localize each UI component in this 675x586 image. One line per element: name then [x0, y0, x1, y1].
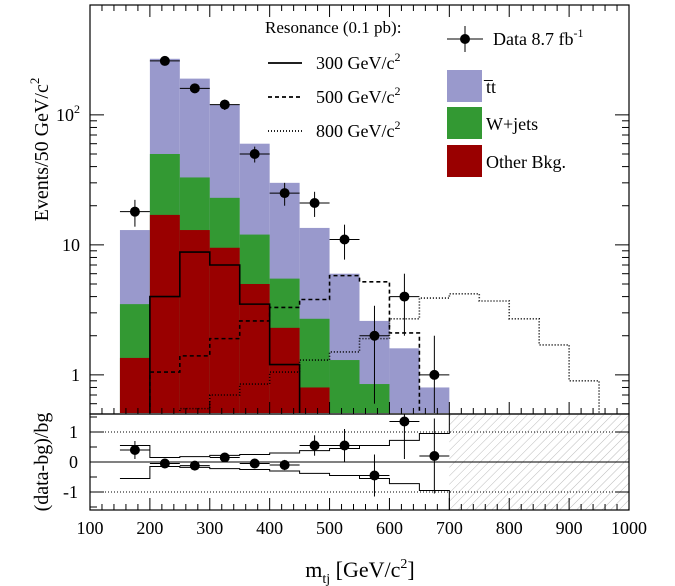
legend-data-name: Data 8.7 fb	[493, 29, 573, 49]
ratio-y-axis-label: (data-bg)/bg	[31, 413, 53, 512]
ratio-point	[309, 440, 320, 451]
legend-swatch	[447, 145, 482, 177]
histogram-bar	[209, 247, 240, 413]
histogram-bar	[239, 283, 270, 413]
y-tick-label: 1	[71, 365, 80, 385]
legend-swatch	[447, 107, 482, 139]
ratio-point	[429, 451, 440, 461]
x-tick-label: 500	[316, 518, 343, 538]
ratio-point	[129, 445, 140, 455]
ratio-y-tick-label: 1	[69, 422, 78, 442]
data-point	[249, 148, 260, 159]
uncertainty-band-edge	[119, 466, 480, 510]
legend-resonance-name: 800 GeV/c	[316, 121, 394, 141]
legend-resonance-name: 300 GeV/c	[316, 53, 394, 73]
data-point	[159, 55, 170, 66]
legend-stack-label: W+jets	[486, 114, 538, 134]
x-axis-label-unit-close: ]	[407, 557, 414, 582]
histogram-bar	[179, 230, 210, 413]
data-point	[309, 197, 320, 208]
x-axis-label-unit-superscript: 2	[400, 557, 407, 572]
histogram-bar	[149, 214, 180, 413]
legend-stack-label: Other Bkg.	[486, 152, 566, 172]
legend-data-marker	[460, 34, 470, 44]
x-axis-label-symbol: m	[305, 557, 322, 582]
histogram-bar	[389, 348, 420, 413]
x-tick-label: 300	[196, 518, 223, 538]
x-tick-label: 900	[556, 518, 583, 538]
ratio-point	[249, 458, 260, 469]
resonance-line-1	[149, 274, 421, 413]
data-point	[279, 188, 290, 199]
data-point	[369, 330, 380, 341]
ratio-point	[219, 452, 230, 463]
histogram-bar	[329, 360, 360, 413]
x-tick-label: 600	[376, 518, 403, 538]
data-point	[129, 206, 140, 217]
legend-data-superscript: -1	[573, 26, 583, 40]
ratio-y-tick-label: -1	[63, 482, 78, 502]
y-tick-label: 102	[56, 102, 80, 125]
ratio-y-tick-label: 0	[69, 452, 78, 472]
x-tick-label: 100	[77, 518, 104, 538]
x-tick-label: 800	[496, 518, 523, 538]
y-tick-label-exponent: 2	[74, 102, 80, 116]
legend-resonance-label: 300 GeV/c2	[316, 50, 400, 73]
ratio-point	[189, 460, 200, 471]
x-tick-label: 1000	[611, 518, 647, 538]
x-axis-label: mtj [GeV/c2]	[305, 557, 414, 586]
data-point	[399, 291, 410, 302]
y-axis-label-superscript: 2	[27, 78, 42, 85]
data-point	[339, 234, 350, 245]
resonance-legend-title: Resonance (0.1 pb):	[265, 18, 401, 37]
histogram-plot-area	[119, 55, 600, 413]
ratio-point	[159, 458, 170, 469]
legend-data-label: Data 8.7 fb-1	[493, 26, 583, 49]
ratio-point	[279, 460, 290, 470]
legend-resonance-superscript: 2	[394, 84, 400, 98]
histogram-bar	[119, 357, 150, 413]
ratio-point	[399, 416, 410, 427]
legend-resonance-name: 500 GeV/c	[316, 87, 394, 107]
x-axis-label-unit: [GeV/c	[330, 557, 400, 582]
y-tick-label-text: 1	[71, 365, 80, 385]
ratio-point	[369, 470, 380, 481]
x-tick-label: 700	[436, 518, 463, 538]
ratio-point	[339, 440, 350, 451]
x-axis-label-subscript: tj	[322, 572, 330, 586]
y-axis-label-text: Events/50 GeV/c	[31, 84, 53, 221]
x-tick-label: 200	[136, 518, 163, 538]
data-point	[429, 369, 440, 380]
ratio-plot-area	[90, 414, 629, 510]
ratio-y-axis-label-text: (data-bg)/bg	[31, 413, 53, 512]
y-tick-label: 10	[62, 235, 80, 255]
y-axis-label: Events/50 GeV/c2	[27, 78, 53, 222]
uncertainty-band-edge	[119, 414, 480, 458]
legend-resonance-label: 500 GeV/c2	[316, 84, 400, 107]
ratio-panel: -1 0 1 100 200 300 400 500 600 700 800 900 1000 (data…	[31, 413, 647, 586]
legend-stack-label: t̅t	[483, 77, 496, 97]
legend-resonance-label: 800 GeV/c2	[316, 118, 400, 141]
y-tick-label-text: 10	[56, 105, 74, 125]
legend-resonance-superscript: 2	[394, 118, 400, 132]
legend-resonance-superscript: 2	[394, 50, 400, 64]
histogram-bar	[299, 387, 330, 413]
x-tick-label: 400	[256, 518, 283, 538]
histogram-bar	[269, 327, 300, 413]
data-point	[189, 83, 200, 94]
data-point	[219, 99, 230, 110]
y-tick-label-text: 10	[62, 235, 80, 255]
legend-swatch	[447, 70, 482, 102]
resonance-line-0	[149, 251, 301, 413]
